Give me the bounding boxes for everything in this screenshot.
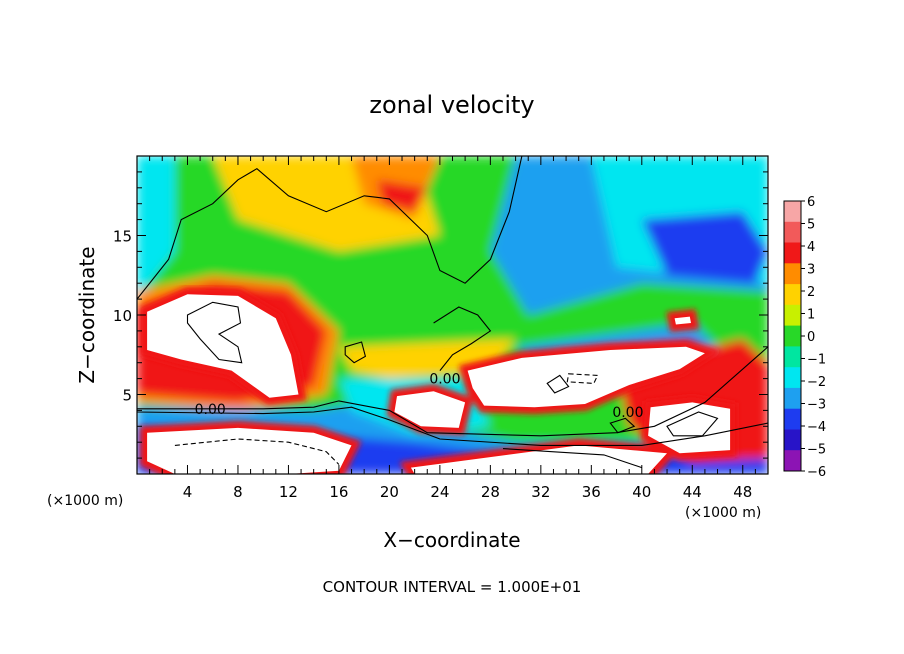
x-axis-label: X−coordinate (383, 528, 520, 552)
contour-line-1 (137, 406, 768, 446)
contour-line-5 (174, 438, 340, 465)
x-tick-label-32: 32 (531, 483, 550, 501)
contour-interval-footer: CONTOUR INTERVAL = 1.000E+01 (323, 578, 582, 596)
colorbar-label-10: −4 (807, 420, 826, 435)
field-region-3 (137, 156, 175, 300)
colorbar-label-2: 4 (807, 240, 815, 255)
colorbar-swatch-10 (784, 408, 801, 430)
contour-lines (137, 156, 768, 469)
colorbar-label-4: 2 (807, 285, 815, 300)
contour-line-9 (344, 341, 367, 364)
white-region-center (467, 346, 705, 408)
colorbar-swatch-8 (784, 367, 801, 389)
contour-line-8 (502, 448, 642, 469)
colorbar-swatch-5 (784, 304, 801, 327)
x-tick-label-4: 4 (183, 483, 193, 501)
colorbar-label-11: −5 (807, 443, 826, 458)
contour-line-3 (433, 306, 492, 371)
white-spot-right (674, 316, 691, 325)
white-region-left (147, 294, 299, 398)
x-axis-ticks: 4 8 12 16 20 24 28 32 36 40 44 48 (149, 156, 756, 501)
colorbar-label-3: 3 (807, 263, 815, 278)
colorbar-label-6: 0 (807, 330, 815, 345)
x-tick-label-36: 36 (582, 483, 601, 501)
white-region-right (648, 402, 731, 454)
contour-label-2: 0.00 (612, 405, 643, 421)
field-region-6 (376, 179, 428, 212)
colorbar-label-7: −1 (807, 353, 826, 368)
x-tick-label-28: 28 (481, 483, 500, 501)
contour-line-11 (609, 417, 636, 434)
contour-line-6 (566, 373, 599, 384)
colorbar-label-1: 5 (807, 218, 815, 233)
x-tick-label-24: 24 (430, 483, 449, 501)
field-region-2 (641, 211, 768, 284)
y-axis-label: Z−coordinate (75, 246, 99, 383)
white-region-small (394, 391, 466, 428)
velocity-field (137, 156, 768, 474)
x-tick-label-20: 20 (380, 483, 399, 501)
contour-line-7 (666, 411, 719, 437)
x-tick-label-8: 8 (233, 483, 243, 501)
contour-line-10 (546, 374, 570, 394)
colorbar-swatch-3 (784, 263, 801, 285)
colorbar-swatch-9 (784, 387, 801, 410)
contour-line-4 (186, 301, 243, 364)
contour-line-2 (137, 156, 523, 300)
contour-label-0: 0.00 (195, 402, 226, 418)
x-tick-label-44: 44 (683, 483, 702, 501)
colorbar-label-9: −3 (807, 398, 826, 413)
y-tick-label-10: 10 (113, 307, 132, 325)
colorbar-swatch-0 (784, 201, 801, 223)
colorbar-swatch-1 (784, 221, 801, 244)
x-unit-left: (×1000 m) (47, 493, 123, 509)
contour-line-0 (137, 346, 768, 437)
x-tick-label-40: 40 (632, 483, 651, 501)
white-region-bottom-left (147, 427, 352, 474)
x-tick-label-12: 12 (279, 483, 298, 501)
x-tick-label-48: 48 (733, 483, 752, 501)
contour-labels: 0.00 0.00 0.00 (195, 372, 644, 421)
white-region-bottom-center (410, 445, 667, 474)
contour-label-1: 0.00 (429, 372, 460, 388)
colorbar-label-12: −6 (807, 465, 826, 480)
y-axis-ticks: 5 10 15 (113, 171, 768, 459)
colorbar-swatch-11 (784, 429, 801, 451)
colorbar: 6 5 4 3 2 1 0 −1 −2 −3 −4 −5 −6 (783, 195, 826, 480)
colorbar-swatch-12 (784, 450, 801, 472)
y-tick-label-15: 15 (113, 228, 132, 246)
colorbar-swatch-6 (784, 325, 801, 347)
x-unit-right: (×1000 m) (685, 505, 761, 521)
y-tick-label-5: 5 (122, 387, 132, 405)
colorbar-label-8: −2 (807, 375, 826, 390)
colorbar-swatch-4 (784, 284, 801, 306)
x-tick-label-16: 16 (329, 483, 348, 501)
colorbar-swatch-7 (784, 346, 801, 368)
colorbar-label-5: 1 (807, 308, 815, 323)
colorbar-label-0: 6 (807, 195, 815, 210)
colorbar-swatch-2 (784, 242, 801, 264)
chart-title: zonal velocity (369, 91, 534, 119)
